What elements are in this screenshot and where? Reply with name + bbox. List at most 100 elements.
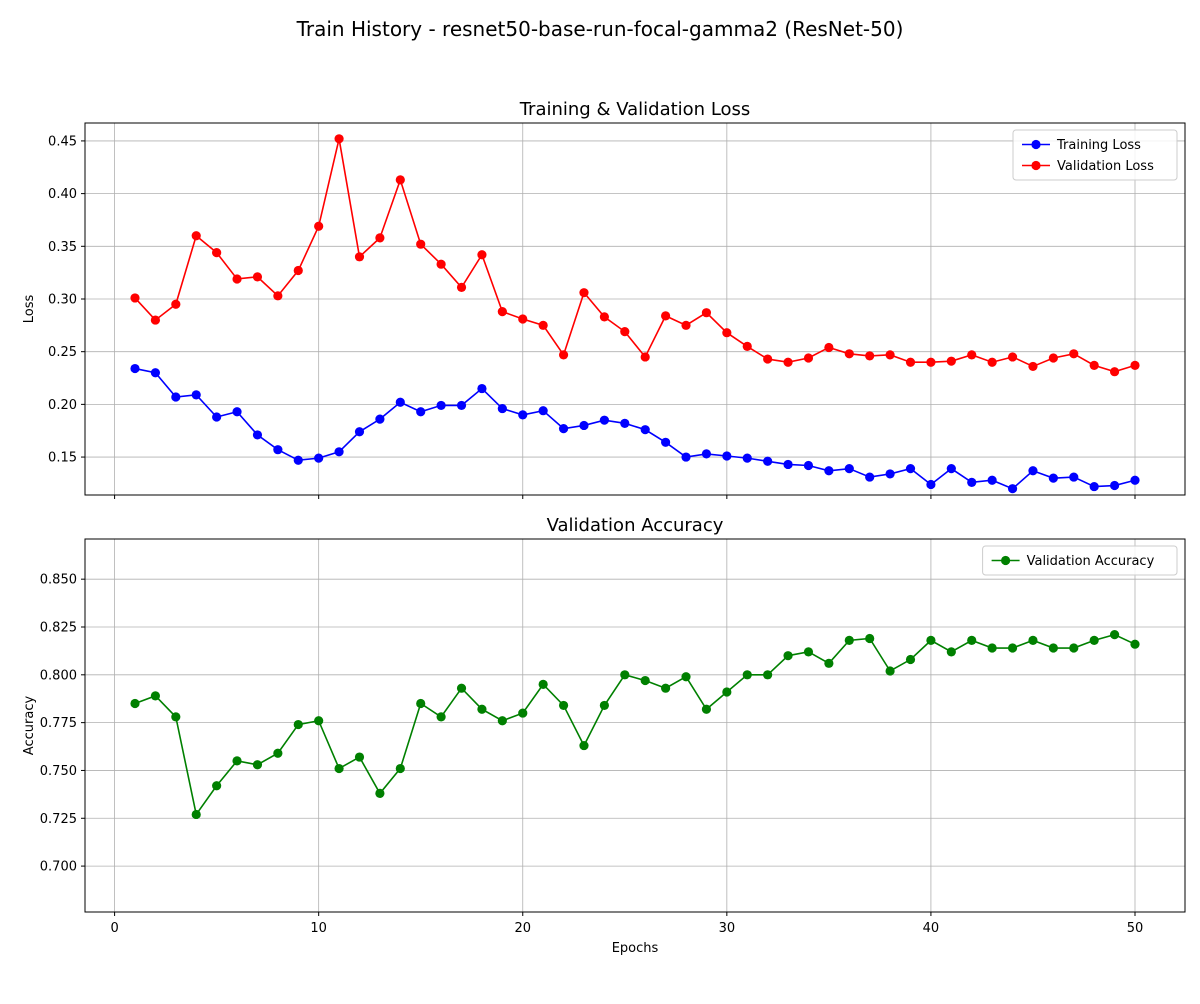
validation-accuracy-point	[701, 704, 712, 714]
validation-accuracy-point	[497, 716, 507, 726]
validation-loss-point	[599, 312, 609, 322]
validation-loss-point	[232, 274, 242, 284]
validation-loss-point	[130, 293, 140, 303]
training-loss-point	[599, 415, 609, 425]
validation-accuracy-point	[314, 716, 324, 726]
training-loss-point	[701, 449, 712, 459]
validation-accuracy-point	[681, 672, 691, 682]
validation-accuracy-point	[1130, 639, 1140, 649]
validation-loss-point	[987, 357, 997, 367]
validation-accuracy-point	[375, 788, 385, 799]
validation-accuracy-point	[191, 809, 201, 820]
training-loss-point	[620, 418, 630, 428]
training-loss-point	[334, 447, 344, 457]
accuracy-xtick-label: 30	[719, 921, 736, 936]
accuracy-legend	[982, 545, 1178, 576]
training-loss-point	[1069, 472, 1079, 482]
validation-loss-point	[354, 252, 365, 262]
validation-accuracy-point	[620, 670, 630, 680]
training-loss-point	[783, 459, 793, 470]
validation-accuracy-point	[1007, 643, 1018, 653]
training-loss-point	[191, 390, 201, 400]
validation-accuracy-point	[783, 651, 793, 661]
accuracy-xtick-label: 40	[923, 921, 940, 936]
validation-accuracy-legend-marker	[1001, 555, 1011, 566]
loss-ytick-label: 0.25	[48, 345, 77, 360]
validation-accuracy-point	[763, 670, 773, 680]
figure-suptitle: Train History - resnet50-base-run-focal-…	[296, 17, 904, 41]
validation-loss-point	[1109, 367, 1120, 377]
validation-accuracy-point	[150, 691, 161, 701]
validation-accuracy-point	[395, 763, 405, 774]
validation-loss-point	[701, 308, 712, 318]
training-loss-point	[212, 412, 222, 422]
validation-accuracy-point	[558, 700, 569, 711]
loss-ytick-label: 0.40	[48, 187, 77, 202]
training-loss-point	[640, 425, 650, 435]
training-loss-point	[742, 453, 752, 463]
loss-legend	[1012, 129, 1178, 181]
validation-accuracy-point	[1109, 630, 1120, 640]
validation-loss-point	[926, 357, 936, 367]
validation-accuracy-point	[232, 756, 242, 766]
validation-loss-point	[681, 320, 691, 330]
training-loss-point	[150, 368, 161, 378]
validation-loss-point	[783, 357, 793, 367]
training-loss-point	[1028, 466, 1038, 476]
loss-ylabel: Loss	[22, 295, 37, 324]
training-loss-point	[579, 420, 589, 431]
validation-loss-point	[742, 341, 752, 352]
loss-plot: Training & Validation Loss 0.15 0.20 0.25 0.…	[22, 99, 1186, 499]
validation-loss-point	[620, 327, 630, 337]
validation-accuracy-point	[742, 670, 752, 680]
validation-loss-point	[334, 134, 344, 144]
validation-loss-point	[314, 221, 324, 231]
training-loss-point	[824, 466, 834, 476]
validation-loss-point	[191, 231, 201, 241]
training-loss-point	[538, 406, 548, 416]
validation-loss-point	[640, 352, 650, 362]
accuracy-ytick-label: 0.725	[40, 812, 77, 827]
training-loss-point	[926, 479, 936, 490]
validation-loss-point	[885, 350, 895, 360]
validation-loss-point	[456, 282, 467, 292]
accuracy-xtick-label: 20	[514, 921, 531, 936]
accuracy-ytick-label: 0.825	[40, 620, 77, 635]
validation-accuracy-point	[130, 698, 140, 709]
training-loss-point	[722, 451, 732, 461]
training-loss-point	[1007, 484, 1018, 494]
validation-loss-point	[967, 350, 977, 360]
validation-accuracy-point	[844, 635, 854, 645]
validation-accuracy-point	[1069, 643, 1079, 653]
validation-loss-point	[1089, 360, 1099, 370]
loss-ytick-label: 0.30	[48, 292, 77, 307]
validation-loss-point	[579, 288, 589, 298]
validation-accuracy-point	[436, 712, 446, 722]
training-loss-point	[763, 456, 773, 466]
training-loss-point	[1130, 475, 1140, 485]
validation-loss-point	[824, 342, 834, 353]
training-loss-point	[477, 383, 487, 394]
accuracy-plot: Validation Accuracy 0.700 0.725 0.750 0.775 0…	[22, 515, 1186, 956]
validation-loss-legend-marker	[1031, 160, 1041, 171]
validation-loss-point	[1028, 361, 1038, 372]
validation-loss-point	[763, 354, 773, 364]
validation-loss-point	[1007, 352, 1018, 362]
validation-accuracy-point	[273, 748, 283, 758]
training-loss-point	[130, 363, 140, 374]
accuracy-ytick-label: 0.775	[40, 716, 77, 731]
validation-loss-point	[803, 353, 814, 363]
validation-accuracy-point	[722, 687, 732, 697]
loss-plot-title: Training & Validation Loss	[519, 99, 751, 120]
validation-loss-point	[558, 350, 569, 360]
validation-accuracy-point	[171, 712, 181, 722]
validation-accuracy-point	[518, 708, 528, 718]
validation-loss-point	[497, 307, 507, 317]
validation-loss-point	[436, 259, 446, 269]
training-loss-point	[558, 424, 569, 434]
validation-accuracy-point	[946, 647, 956, 657]
validation-accuracy-point	[1048, 643, 1058, 653]
validation-loss-point	[171, 299, 181, 309]
